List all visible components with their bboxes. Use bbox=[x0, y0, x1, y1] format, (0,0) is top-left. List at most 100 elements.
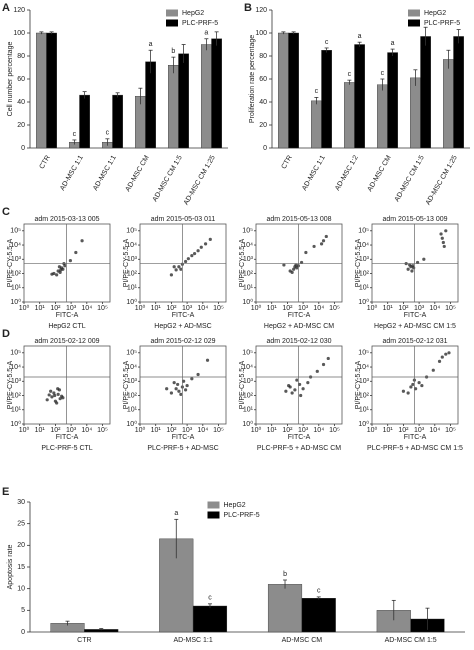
event-dot bbox=[301, 387, 305, 391]
event-dot bbox=[444, 229, 448, 233]
plot-caption: HepG2 + AD-MSC bbox=[154, 323, 211, 330]
x-tick-label: 10⁴ bbox=[81, 305, 92, 312]
y-tick-label: 10⁴ bbox=[242, 242, 253, 249]
event-dot bbox=[186, 257, 190, 261]
event-dot bbox=[299, 393, 303, 398]
bar bbox=[453, 36, 464, 149]
x-tick-label: AD-MSC CM 1:5 bbox=[394, 154, 426, 203]
event-dot bbox=[190, 377, 194, 381]
bar bbox=[178, 53, 189, 149]
legend-label: PLC-PRF-5 bbox=[224, 512, 260, 519]
event-dot bbox=[306, 381, 310, 385]
event-dot bbox=[284, 389, 288, 393]
event-dot bbox=[61, 396, 65, 400]
y-tick-label: 10⁵ bbox=[242, 350, 253, 357]
x-tick-label: AD-MSC 1:1 bbox=[92, 154, 118, 192]
x-tick-label: 10³ bbox=[182, 305, 193, 312]
y-tick-label: 10⁰ bbox=[10, 298, 21, 306]
x-tick-label: AD-MSC CM 1:25 bbox=[425, 154, 459, 206]
event-dot bbox=[411, 382, 415, 387]
y-tick-label: 10¹ bbox=[11, 285, 22, 292]
y-tick-label: 10⁰ bbox=[126, 420, 137, 428]
plot-caption: PLC-PRF-5 + AD-MSC CM 1:5 bbox=[367, 445, 463, 452]
y-tick-label: 60 bbox=[259, 76, 267, 83]
y-axis-label: PI/PE-CY-5.5-A bbox=[123, 238, 130, 287]
event-dot bbox=[172, 265, 176, 269]
event-dot bbox=[401, 389, 406, 393]
x-tick-label: 10² bbox=[166, 305, 177, 312]
y-tick-label: 10¹ bbox=[243, 285, 254, 292]
x-tick-label: 10⁰ bbox=[135, 426, 146, 434]
x-tick-label: AD-MSC 1:1 bbox=[301, 154, 327, 192]
x-tick-label: 10⁰ bbox=[367, 304, 378, 312]
event-dot bbox=[414, 387, 418, 391]
panel-label: B bbox=[244, 2, 252, 14]
x-tick-label: AD-MSC 1:1 bbox=[173, 637, 212, 644]
plot-title: adm 2015-03-13 005 bbox=[35, 216, 100, 223]
y-tick-label: 10³ bbox=[11, 378, 22, 385]
x-tick-label: 10⁰ bbox=[251, 426, 262, 434]
x-tick-label: 10³ bbox=[182, 427, 193, 434]
event-dot bbox=[441, 240, 445, 245]
event-dot bbox=[326, 356, 330, 361]
y-tick-label: 15 bbox=[17, 564, 25, 571]
plot-caption: HepG2 + AD-MSC CM bbox=[264, 323, 334, 330]
x-tick-label: 10⁰ bbox=[251, 304, 262, 312]
event-dot bbox=[183, 259, 188, 264]
x-axis-label: FITC-A bbox=[288, 434, 311, 441]
x-tick-label: AD-MSC 1:1 bbox=[59, 154, 85, 192]
event-dot bbox=[176, 382, 180, 387]
event-dot bbox=[68, 259, 72, 263]
significance-label: c bbox=[325, 39, 329, 46]
event-dot bbox=[444, 352, 448, 356]
event-dot bbox=[80, 239, 84, 243]
event-dot bbox=[58, 397, 62, 401]
bar bbox=[387, 52, 398, 149]
x-tick-label: 10³ bbox=[298, 427, 309, 434]
x-axis-label: FITC-A bbox=[56, 312, 79, 319]
event-dot bbox=[182, 379, 186, 383]
x-tick-label: CTR bbox=[77, 637, 91, 644]
x-tick-label: 10⁵ bbox=[213, 305, 224, 312]
x-tick-label: 10⁴ bbox=[429, 305, 440, 312]
y-tick-label: 10² bbox=[359, 270, 370, 277]
y-tick-label: 10¹ bbox=[127, 285, 138, 292]
x-tick-label: 10⁵ bbox=[213, 427, 224, 434]
x-tick-label: 10¹ bbox=[267, 305, 278, 312]
y-tick-label: 10⁵ bbox=[126, 228, 137, 235]
y-tick-label: 10⁴ bbox=[126, 242, 137, 249]
x-tick-label: 10⁵ bbox=[329, 427, 340, 434]
x-tick-label: 10² bbox=[166, 427, 177, 434]
legend-label: PLC-PRF-5 bbox=[424, 20, 460, 27]
x-tick-label: 10⁵ bbox=[445, 427, 456, 434]
y-tick-label: 30 bbox=[17, 499, 25, 506]
event-dot bbox=[437, 359, 442, 363]
x-tick-label: 10¹ bbox=[151, 305, 162, 312]
legend-label: HepG2 bbox=[224, 502, 246, 509]
event-dot bbox=[315, 369, 319, 373]
bar bbox=[354, 44, 365, 149]
plot-title: adm 2015-02-12 031 bbox=[383, 338, 448, 345]
bar bbox=[377, 84, 388, 149]
event-dot bbox=[312, 244, 316, 249]
plot-frame bbox=[371, 345, 459, 425]
y-tick-label: 120 bbox=[255, 7, 267, 14]
legend-swatch bbox=[207, 511, 220, 519]
x-tick-label: CTR bbox=[39, 154, 52, 170]
significance-label: b bbox=[283, 571, 287, 578]
event-dot bbox=[50, 395, 54, 399]
y-axis-label: Proliferation rate percentage bbox=[249, 35, 256, 123]
y-tick-label: 10¹ bbox=[11, 407, 22, 414]
event-dot bbox=[410, 269, 414, 273]
event-dot bbox=[177, 265, 181, 269]
x-tick-label: 10² bbox=[50, 427, 61, 434]
event-dot bbox=[295, 378, 299, 382]
x-axis-label: FITC-A bbox=[404, 312, 427, 319]
event-dot bbox=[321, 362, 326, 367]
y-tick-label: 80 bbox=[259, 53, 267, 60]
x-tick-label: 10⁵ bbox=[329, 305, 340, 312]
bar bbox=[344, 82, 355, 149]
y-tick-label: 10¹ bbox=[359, 285, 370, 292]
x-tick-label: 10⁴ bbox=[197, 427, 208, 434]
x-tick-label: 10¹ bbox=[267, 427, 278, 434]
